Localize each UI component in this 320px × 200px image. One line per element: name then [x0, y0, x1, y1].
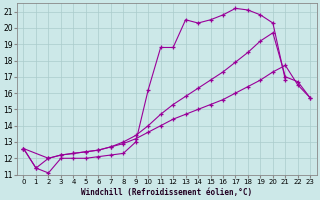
X-axis label: Windchill (Refroidissement éolien,°C): Windchill (Refroidissement éolien,°C)	[81, 188, 252, 197]
